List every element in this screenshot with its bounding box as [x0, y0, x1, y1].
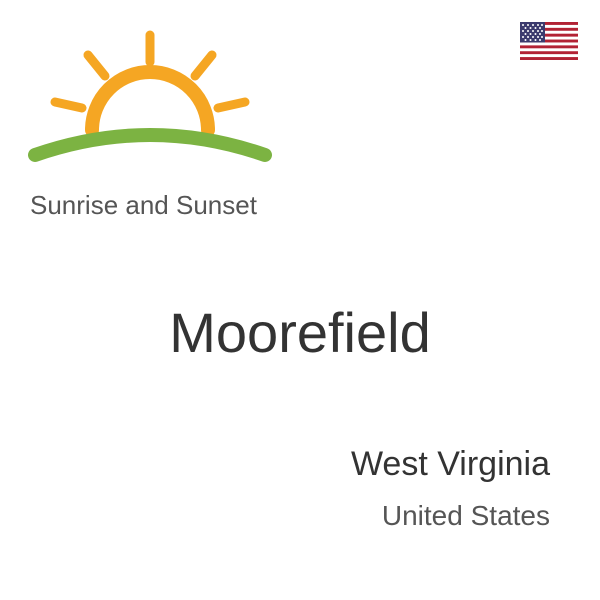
info-card: Sunrise and Sunset Moorefield West Virgi…	[0, 0, 600, 600]
tagline-text: Sunrise and Sunset	[30, 190, 257, 221]
region-name: West Virginia	[351, 445, 550, 484]
city-name: Moorefield	[0, 300, 600, 365]
sunrise-logo	[20, 20, 280, 190]
us-flag-icon	[520, 22, 578, 60]
country-name: United States	[382, 500, 550, 532]
